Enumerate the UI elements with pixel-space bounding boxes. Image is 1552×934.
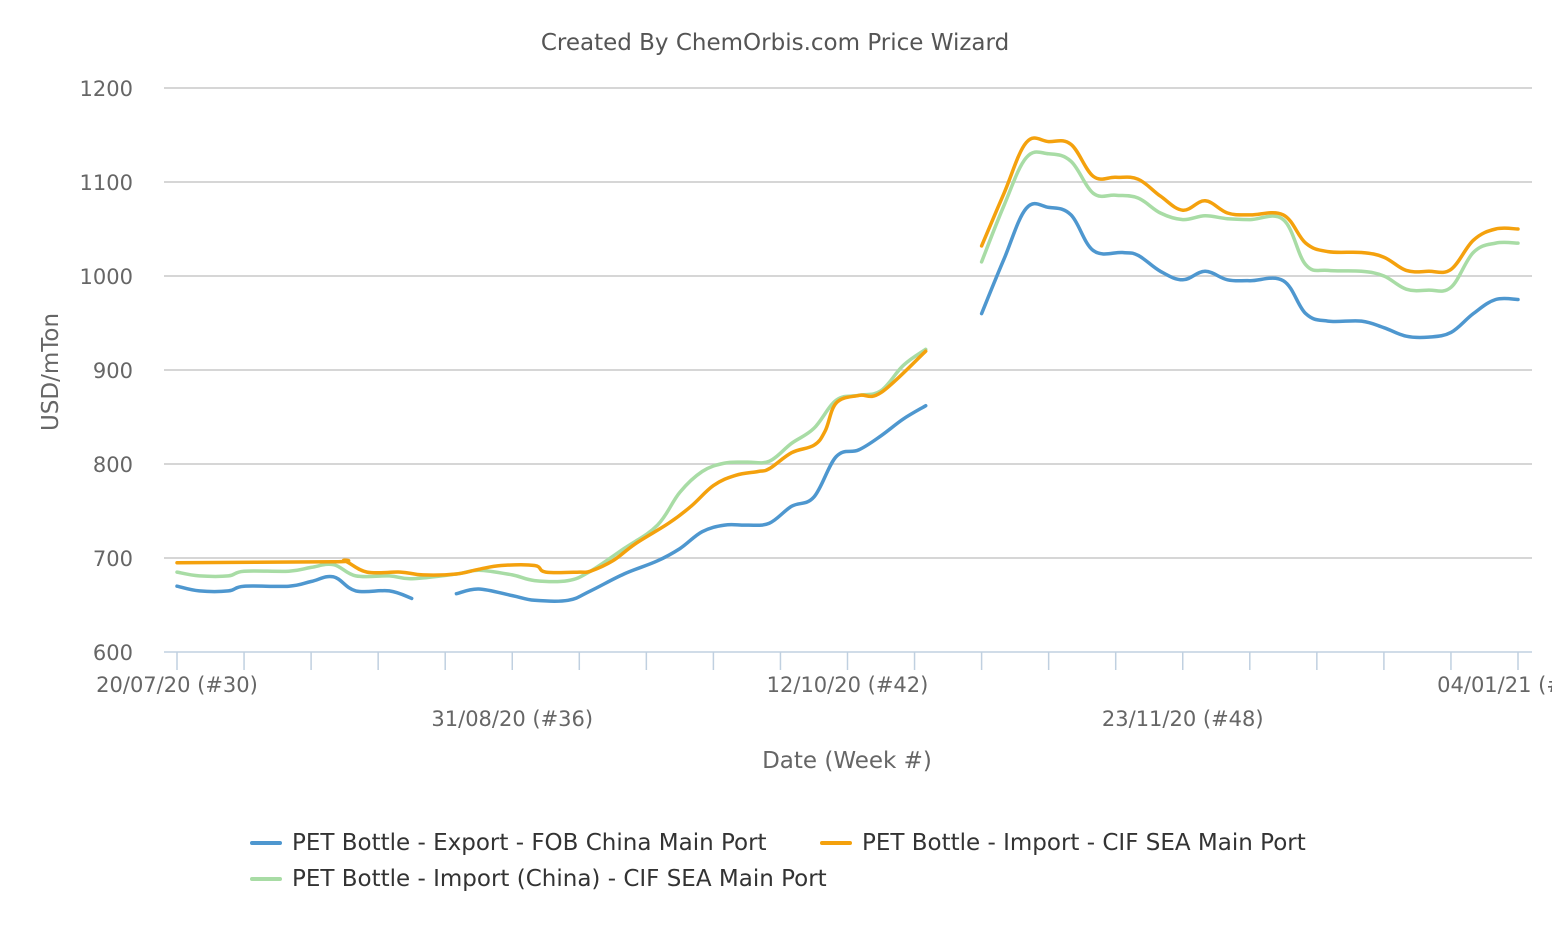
series-line[interactable] bbox=[175, 347, 928, 584]
y-tick-label: 600 bbox=[93, 641, 133, 665]
y-tick-label: 800 bbox=[93, 453, 133, 477]
y-tick-label: 900 bbox=[93, 359, 133, 383]
y-tick-label: 1000 bbox=[80, 265, 133, 289]
series-line[interactable] bbox=[175, 349, 928, 577]
y-tick-label: 1200 bbox=[80, 77, 133, 101]
legend-label: PET Bottle - Export - FOB China Main Por… bbox=[292, 830, 767, 856]
x-axis-label: Date (Week #) bbox=[762, 748, 932, 774]
series-lines bbox=[175, 136, 1520, 604]
x-tick-label: 31/08/20 (#36) bbox=[431, 707, 593, 731]
legend-item-import-cif-sea[interactable]: PET Bottle - Import - CIF SEA Main Port bbox=[820, 830, 1306, 856]
grid-lines bbox=[164, 87, 1532, 653]
y-axis-ticks: 600 700 800 900 1000 1100 1200 bbox=[80, 77, 133, 665]
legend-item-import-china-cif-sea[interactable]: PET Bottle - Import (China) - CIF SEA Ma… bbox=[250, 866, 827, 892]
legend-label: PET Bottle - Import - CIF SEA Main Port bbox=[862, 830, 1306, 856]
legend-swatch-green bbox=[250, 877, 282, 881]
x-tick-label: 12/10/20 (#42) bbox=[767, 673, 929, 697]
x-tick-label: 20/07/20 (#30) bbox=[96, 673, 258, 697]
series-line[interactable] bbox=[175, 574, 414, 601]
y-tick-label: 700 bbox=[93, 547, 133, 571]
series-line[interactable] bbox=[979, 201, 1520, 340]
x-axis: 20/07/20 (#30) 31/08/20 (#36) 12/10/20 (#4… bbox=[96, 652, 1552, 731]
legend-label: PET Bottle - Import (China) - CIF SEA Ma… bbox=[292, 866, 827, 892]
series-line[interactable] bbox=[979, 150, 1520, 293]
chart-title: Created By ChemOrbis.com Price Wizard bbox=[541, 30, 1009, 56]
y-tick-label: 1100 bbox=[80, 171, 133, 195]
legend-item-export-fob-china[interactable]: PET Bottle - Export - FOB China Main Por… bbox=[250, 830, 767, 856]
x-tick-label: 04/01/21 (#01) bbox=[1437, 673, 1552, 697]
legend-swatch-orange bbox=[820, 841, 852, 845]
legend-swatch-blue bbox=[250, 841, 282, 845]
series-line[interactable] bbox=[979, 136, 1520, 275]
series-line[interactable] bbox=[454, 403, 928, 604]
x-tick-label: 23/11/20 (#48) bbox=[1102, 707, 1264, 731]
y-axis-label: USD/mTon bbox=[38, 313, 64, 431]
